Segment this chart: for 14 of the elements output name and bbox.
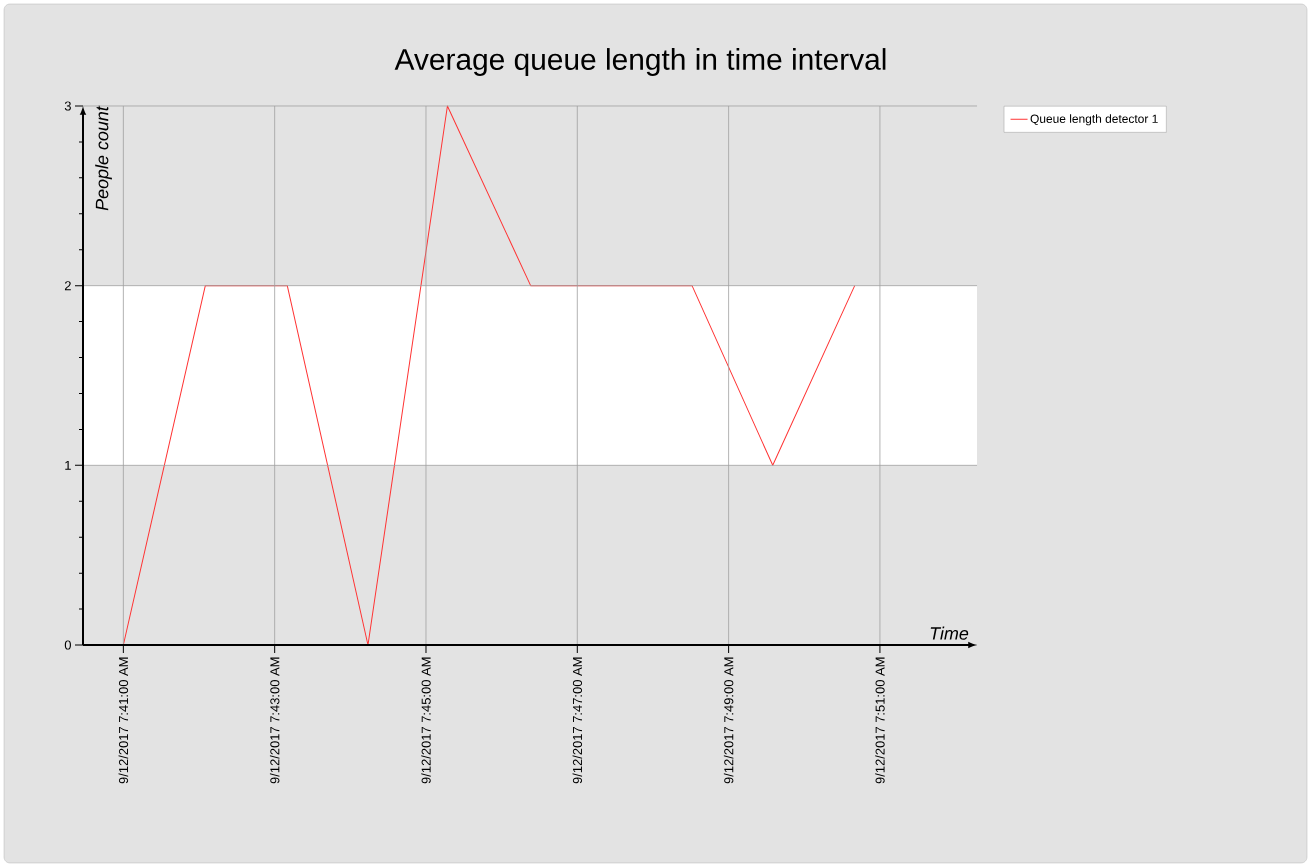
x-axis-title: Time: [930, 626, 969, 640]
y-tick-label: 1: [65, 460, 71, 470]
y-axis-title: People count: [95, 105, 112, 211]
x-tick-label: 9/12/2017 7:43:00 AM: [269, 657, 280, 784]
y-tick-label: 0: [64, 640, 71, 650]
x-tick-label: 9/12/2017 7:47:00 AM: [572, 657, 583, 784]
legend-label: Queue length detector 1: [1030, 114, 1158, 126]
y-tick-label: 3: [64, 101, 71, 111]
x-tick-label: 9/12/2017 7:41:00 AM: [118, 657, 129, 784]
x-tick-label: 9/12/2017 7:49:00 AM: [723, 657, 734, 784]
x-tick-label: 9/12/2017 7:51:00 AM: [875, 657, 885, 784]
y-tick-label: 2: [64, 281, 71, 291]
x-tick-label: 9/12/2017 7:45:00 AM: [421, 657, 431, 784]
chart-title: Average queue length in time interval: [394, 48, 886, 76]
